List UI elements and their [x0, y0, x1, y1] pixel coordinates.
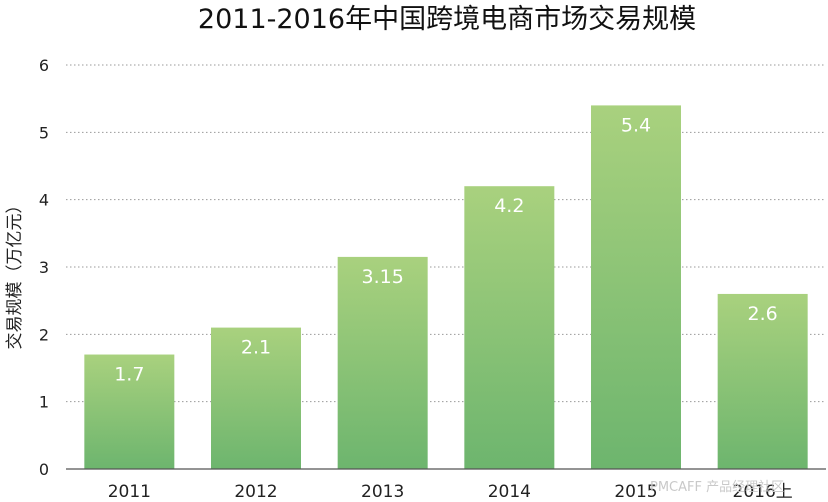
x-tick-label: 2016上 — [733, 482, 793, 502]
bar-2013 — [337, 256, 428, 469]
data-label: 2.6 — [748, 303, 778, 325]
x-tick-label: 2012 — [234, 482, 277, 502]
y-tick-label: 2 — [39, 325, 49, 344]
x-tick-label: 2015 — [614, 482, 657, 502]
chart-title: 2011-2016年中国跨境电商市场交易规模 — [198, 4, 696, 35]
y-tick-label: 6 — [39, 56, 49, 75]
bar-2012 — [211, 327, 301, 469]
data-label: 3.15 — [362, 266, 404, 288]
data-label: 2.1 — [241, 337, 271, 359]
x-tick-label: 2014 — [488, 482, 531, 502]
y-tick-label: 1 — [39, 393, 49, 412]
x-tick-label: 2013 — [361, 482, 404, 502]
y-tick-label: 3 — [39, 258, 49, 277]
bar-2016上 — [717, 293, 808, 469]
data-label: 1.7 — [114, 364, 144, 386]
data-label: 5.4 — [621, 114, 651, 136]
bar-2014 — [464, 186, 555, 469]
bar-2015 — [591, 105, 681, 470]
y-tick-label: 5 — [39, 123, 49, 142]
y-axis-label: 交易规模（万亿元） — [5, 197, 25, 350]
watermark: PMCAFF 产品经理社区 — [650, 479, 784, 495]
x-tick-label: 2011 — [108, 482, 151, 502]
y-tick-label: 0 — [39, 460, 49, 479]
y-tick-label: 4 — [39, 191, 49, 210]
bar-2011 — [84, 354, 175, 469]
data-label: 4.2 — [494, 195, 524, 217]
